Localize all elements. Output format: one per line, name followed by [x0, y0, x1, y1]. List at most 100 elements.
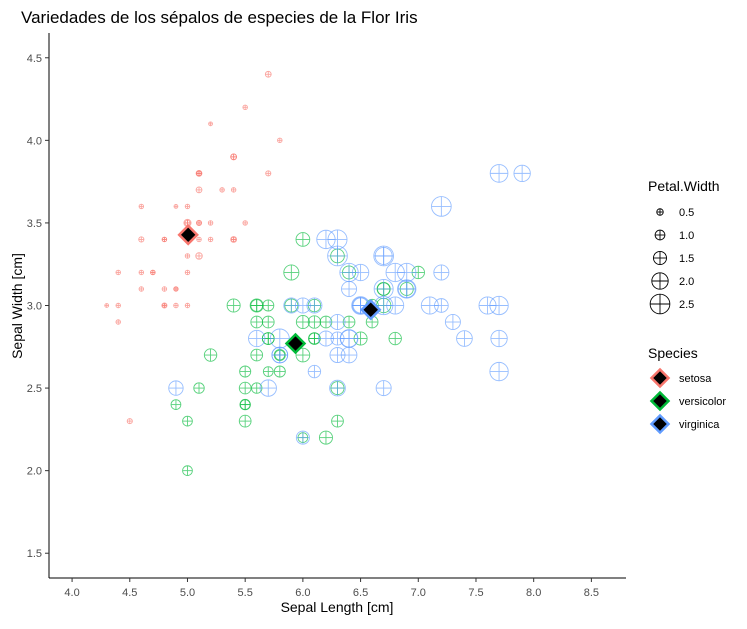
size-legend-key [656, 208, 664, 216]
data-point-versicolor [238, 414, 252, 428]
size-legend-label: 1.5 [679, 253, 694, 265]
y-tick-label: 3.0 [27, 301, 42, 313]
x-tick-label: 7.0 [411, 587, 426, 599]
data-point-versicolor [193, 382, 205, 394]
y-tick-label: 4.0 [27, 135, 42, 147]
chart-title: Variedades de los sépalos de especies de… [21, 8, 418, 27]
data-point-virginica [330, 331, 345, 346]
data-point-virginica [329, 314, 346, 331]
data-point-setosa [184, 302, 191, 309]
data-point-setosa [138, 236, 145, 243]
species-legend-label-virginica: virginica [679, 419, 720, 431]
data-point-virginica [329, 347, 346, 364]
y-tick-label: 2.5 [27, 383, 42, 395]
data-point-setosa [173, 302, 179, 309]
y-tick-label: 3.5 [27, 218, 42, 230]
data-point-setosa [242, 220, 248, 226]
size-legend-label: 0.5 [679, 207, 694, 219]
x-tick-label: 5.5 [238, 587, 253, 599]
y-ticks: 1.5 2.0 2.5 3.0 3.5 4.0 4.5 [27, 53, 49, 560]
data-point-versicolor [238, 381, 252, 395]
data-point-setosa [242, 104, 248, 111]
data-point-versicolor [170, 399, 182, 410]
data-point-setosa [115, 319, 121, 325]
size-legend-key [651, 272, 669, 290]
data-point-setosa [208, 121, 213, 127]
size-legend-title: Petal.Width [648, 178, 720, 194]
centroid-setosa [177, 224, 199, 246]
data-point-setosa [138, 203, 145, 210]
data-point-versicolor [226, 298, 241, 313]
data-point-setosa [207, 220, 214, 226]
data-point-setosa [196, 170, 202, 177]
data-point-setosa [115, 302, 121, 309]
data-point-virginica [433, 264, 450, 281]
data-point-virginica [513, 164, 531, 183]
data-point-virginica [434, 298, 449, 313]
size-legend-key [653, 250, 668, 265]
data-point-setosa [195, 186, 203, 194]
data-point-virginica [373, 245, 394, 267]
x-axis-title: Sepal Length [cm] [281, 599, 394, 615]
data-point-setosa [184, 203, 191, 210]
species-legend-label-versicolor: versicolor [679, 396, 726, 408]
data-point-virginica [489, 361, 509, 382]
data-point-virginica [489, 295, 509, 316]
centroid-versicolor [284, 332, 307, 355]
data-point-versicolor [262, 299, 275, 312]
data-points [104, 70, 531, 477]
data-point-virginica [341, 280, 358, 297]
data-point-virginica [397, 279, 417, 299]
x-tick-label: 6.0 [295, 587, 310, 599]
data-point-virginica [456, 330, 473, 347]
data-point-setosa [230, 153, 238, 161]
size-legend: Petal.Width 0.5 1.0 1.5 2.0 2.5 [648, 178, 720, 315]
data-point-versicolor [295, 232, 311, 247]
x-tick-label: 7.5 [468, 587, 483, 599]
data-point-setosa [161, 286, 168, 292]
data-point-virginica [373, 279, 394, 299]
data-point-versicolor [250, 299, 264, 312]
data-point-versicolor [318, 430, 333, 445]
data-point-virginica [375, 380, 392, 397]
y-tick-label: 4.5 [27, 53, 42, 65]
x-tick-label: 6.5 [353, 587, 368, 599]
data-point-setosa [230, 236, 238, 243]
data-point-versicolor [295, 315, 310, 330]
data-point-virginica [248, 329, 266, 348]
data-point-setosa [126, 418, 133, 425]
data-point-virginica [271, 346, 289, 364]
data-point-setosa [150, 269, 156, 276]
data-point-setosa [265, 170, 272, 177]
data-point-versicolor [182, 415, 193, 427]
data-point-virginica [489, 164, 509, 183]
data-point-setosa [196, 236, 202, 243]
data-point-virginica [316, 229, 336, 250]
y-axis-title: Sepal Width [cm] [9, 253, 25, 359]
species-legend: Species setosa versicolor virginica [648, 345, 726, 435]
size-legend-label: 2.5 [679, 299, 694, 311]
size-legend-label: 1.0 [679, 230, 694, 242]
y-tick-label: 1.5 [27, 548, 42, 560]
data-point-versicolor [203, 348, 218, 362]
data-point-setosa [219, 187, 225, 193]
data-point-versicolor [388, 331, 402, 346]
centroid-virginica [359, 299, 382, 321]
data-point-virginica [168, 380, 184, 396]
data-point-virginica [444, 314, 461, 331]
species-legend-title: Species [648, 345, 698, 361]
data-point-setosa [173, 286, 179, 292]
size-legend-label: 2.0 [679, 276, 694, 288]
data-point-setosa [195, 252, 203, 260]
species-legend-key-versicolor [649, 390, 671, 412]
species-legend-key-virginica [649, 413, 671, 435]
data-point-versicolor [182, 465, 193, 477]
data-point-setosa [277, 137, 283, 144]
data-point-versicolor [250, 315, 264, 329]
data-point-setosa [138, 269, 145, 276]
plot-area: 4.0 4.5 5.0 5.5 6.0 6.5 7.0 7.5 8.0 8.5 1.5 2.0 2.5… [27, 33, 626, 599]
species-legend-key-setosa [649, 367, 671, 389]
data-point-versicolor [250, 348, 264, 362]
x-tick-label: 4.0 [64, 587, 79, 599]
